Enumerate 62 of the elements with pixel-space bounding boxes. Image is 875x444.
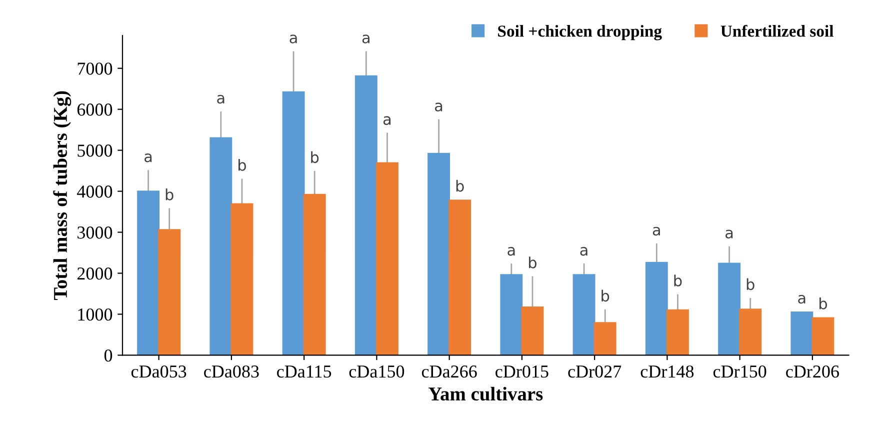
x-tick-label: cDa053 (131, 365, 186, 378)
annotation: b (238, 159, 246, 171)
bar (448, 200, 472, 356)
bar (376, 162, 398, 356)
annotation: b (166, 188, 174, 200)
y-tick-label: 4000 (77, 186, 112, 198)
annotation: b (456, 180, 464, 192)
bar (428, 152, 450, 356)
bar (572, 274, 596, 356)
bar (645, 262, 668, 356)
bar (230, 203, 254, 356)
annotation: b (746, 278, 754, 290)
x-tick-label: cDa115 (277, 366, 332, 378)
bar (790, 311, 814, 356)
bar (282, 91, 305, 356)
bar (594, 322, 616, 356)
x-tick-label: cDa266 (422, 365, 477, 378)
bar (137, 190, 160, 356)
bar (666, 309, 689, 356)
annotation: b (529, 256, 536, 268)
y-tick-label: 2000 (77, 267, 112, 280)
x-tick-label: cDr015 (496, 365, 548, 378)
annotation: a (580, 246, 588, 256)
annotation: a (290, 34, 297, 44)
x-tick-label: cDa150 (349, 365, 404, 378)
bar (303, 194, 326, 356)
x-tick-label: cDa083 (204, 365, 259, 378)
bar (739, 308, 762, 356)
legend-label: Unfertilized soil (720, 24, 834, 37)
bar (718, 262, 741, 356)
x-axis-title: Yam cultivars (428, 386, 543, 401)
y-tick-label: 1000 (78, 308, 112, 321)
bar (354, 75, 378, 356)
annotation: a (362, 34, 370, 44)
annotation: a (435, 102, 442, 112)
legend-label: Soil +chicken dropping (498, 25, 662, 40)
annotation: b (311, 151, 319, 164)
y-tick-label: 5000 (78, 144, 112, 157)
bar (210, 137, 232, 356)
annotation: a (144, 153, 152, 162)
annotation: a (217, 94, 224, 104)
y-tick-label: 7000 (78, 62, 112, 75)
x-tick-label: cDr027 (568, 365, 622, 378)
annotation: b (602, 290, 610, 302)
annotation: b (820, 298, 827, 310)
annotation: a (383, 116, 391, 125)
bar (812, 317, 834, 356)
annotation: a (508, 246, 515, 256)
y-tick-label: 3000 (78, 226, 112, 239)
annotation: a (726, 230, 733, 238)
bar (500, 274, 523, 356)
x-tick-label: cDr206 (786, 365, 839, 378)
annotation: a (652, 226, 660, 236)
bar (158, 229, 181, 356)
annotation: b (674, 274, 682, 286)
x-tick-label: cDr150 (713, 365, 766, 378)
y-axis-title: Total mass of tubers (Kg) (53, 91, 72, 300)
bar (521, 306, 544, 356)
y-tick-label: 0 (104, 349, 112, 362)
y-tick-label: 6000 (77, 104, 112, 116)
x-tick-label: cDr148 (640, 365, 694, 378)
annotation: a (798, 294, 806, 304)
